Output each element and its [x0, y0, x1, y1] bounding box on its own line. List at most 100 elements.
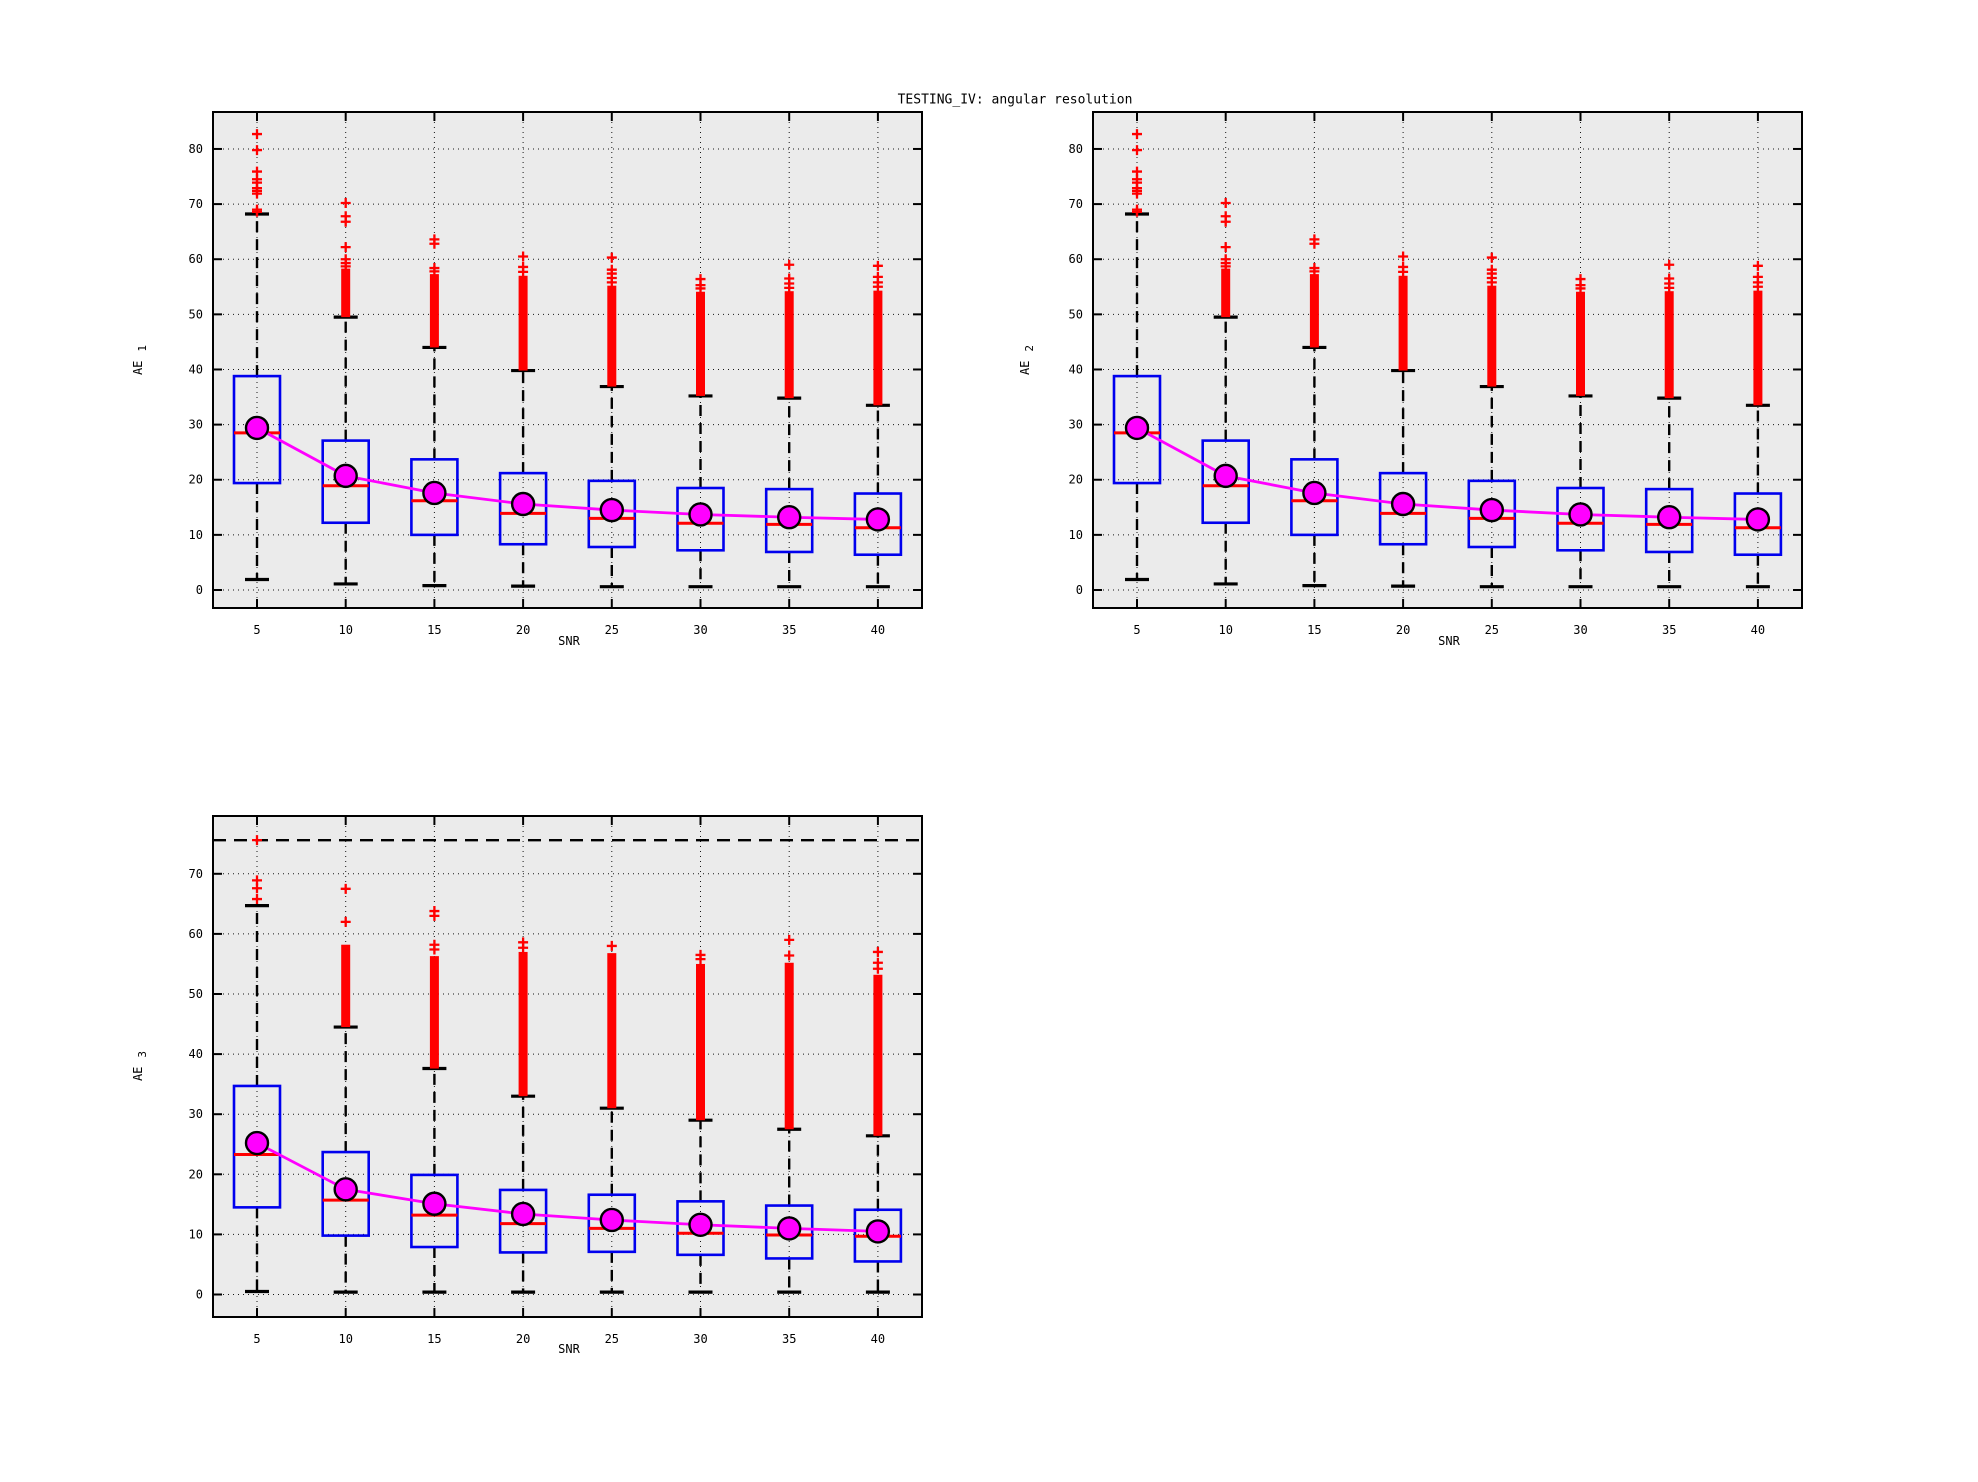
mean-point-snr-40 — [865, 507, 891, 532]
x-axis-label-ae1: SNR — [558, 634, 580, 648]
iqr-box — [676, 486, 725, 552]
box-group-snr-40 — [1733, 260, 1783, 589]
outlier-point — [606, 940, 617, 951]
outlier-column — [1398, 275, 1408, 371]
iqr-box — [587, 1193, 637, 1254]
outlier-point — [1309, 234, 1320, 245]
x-tick-label: 20 — [516, 1332, 530, 1346]
outlier-column — [518, 275, 528, 371]
y-tick-label: 20 — [1069, 473, 1083, 487]
outlier-point — [784, 273, 795, 284]
outlier-column — [607, 285, 617, 387]
y-tick-label: 0 — [196, 583, 203, 597]
x-axis-label-ae3: SNR — [558, 1342, 580, 1356]
y-tick-label: 80 — [1069, 142, 1083, 156]
outlier-point — [518, 261, 529, 272]
outlier-point — [606, 264, 617, 275]
outlier-point — [1220, 211, 1231, 222]
iqr-box — [1112, 374, 1162, 485]
iqr-box — [676, 1200, 725, 1257]
mean-point-snr-10 — [333, 463, 358, 489]
y-tick-label: 0 — [1076, 583, 1083, 597]
outlier-column — [607, 953, 617, 1109]
outlier-point — [429, 906, 440, 917]
x-tick-label: 15 — [427, 1332, 441, 1346]
outlier-point — [340, 211, 351, 222]
y-axis-label-ae2: AE2 — [1018, 345, 1036, 375]
outlier-column — [1309, 274, 1319, 348]
iqr-box — [1733, 492, 1783, 557]
outlier-column — [341, 268, 351, 318]
mean-point-snr-15 — [422, 1191, 447, 1216]
x-tick-label: 15 — [427, 623, 441, 637]
y-tick-label: 10 — [189, 1227, 203, 1241]
outlier-point — [695, 949, 706, 960]
iqr-box — [1467, 479, 1517, 549]
outlier-point — [784, 934, 795, 945]
x-tick-label: 40 — [1751, 623, 1765, 637]
outlier-point — [1309, 263, 1320, 274]
outlier-point — [429, 234, 440, 245]
outlier-point — [1132, 129, 1142, 140]
x-tick-label: 10 — [1218, 623, 1232, 637]
mean-point-snr-15 — [422, 480, 447, 506]
y-tick-label: 60 — [189, 927, 203, 941]
x-tick-label: 20 — [1396, 623, 1410, 637]
y-tick-label: 50 — [189, 987, 203, 1001]
outlier-point — [252, 894, 262, 905]
grid — [213, 112, 922, 608]
mean-point-snr-20 — [510, 491, 536, 517]
iqr-box — [1378, 471, 1428, 546]
outlier-column — [1664, 291, 1674, 399]
outlier-column — [341, 944, 351, 1028]
outlier-column — [429, 274, 439, 348]
outlier-column — [1221, 268, 1231, 318]
outlier-point — [784, 259, 795, 270]
y-tick-label: 0 — [196, 1288, 203, 1302]
iqr-box — [1556, 486, 1605, 552]
y-axis-label-subscript: 1 — [136, 344, 149, 352]
y-tick-label: 40 — [189, 362, 203, 376]
y-tick-label: 60 — [189, 252, 203, 266]
iqr-box — [853, 492, 903, 557]
x-tick-label: 15 — [1307, 623, 1321, 637]
iqr-box — [764, 1204, 814, 1260]
outlier-point — [1752, 260, 1763, 271]
outlier-point — [872, 957, 883, 968]
y-tick-label: 30 — [189, 418, 203, 432]
mean-point-snr-40 — [865, 1219, 891, 1244]
x-tick-label: 30 — [1573, 623, 1587, 637]
y-tick-label: 30 — [189, 1107, 203, 1121]
outlier-column — [518, 951, 528, 1097]
iqr-box — [498, 1188, 548, 1254]
outlier-point — [1220, 254, 1231, 265]
outlier-column — [1753, 290, 1763, 406]
outlier-point — [1486, 264, 1497, 275]
y-axis-label-base: AE — [131, 1066, 145, 1082]
mean-point-snr-10 — [333, 1177, 358, 1202]
outlier-column — [1487, 285, 1497, 387]
y-axis-label-ae1: AE 1 — [131, 345, 149, 375]
outlier-point — [1752, 271, 1763, 282]
box-group-snr-30 — [676, 274, 725, 589]
iqr-box — [498, 471, 548, 546]
y-tick-label: 50 — [1069, 307, 1083, 321]
box-group-snr-40 — [853, 260, 903, 589]
box-group-snr-5 — [232, 835, 282, 1294]
outlier-column — [784, 291, 794, 399]
y-tick-label: 70 — [189, 867, 203, 881]
outlier-point — [252, 129, 262, 140]
y-tick-label: 10 — [189, 528, 203, 542]
outlier-column — [873, 974, 883, 1136]
y-axis-label-subscript: 3 — [136, 1050, 149, 1058]
y-tick-label: 50 — [189, 307, 203, 321]
outlier-point — [1132, 204, 1142, 215]
y-tick-label: 20 — [189, 1167, 203, 1181]
outlier-point — [518, 251, 529, 262]
x-tick-label: 35 — [1662, 623, 1676, 637]
outlier-point — [1132, 166, 1142, 177]
x-tick-label: 35 — [782, 623, 796, 637]
mean-point-snr-25 — [599, 497, 624, 523]
y-tick-label: 30 — [1069, 418, 1083, 432]
y-tick-label: 70 — [1069, 197, 1083, 211]
